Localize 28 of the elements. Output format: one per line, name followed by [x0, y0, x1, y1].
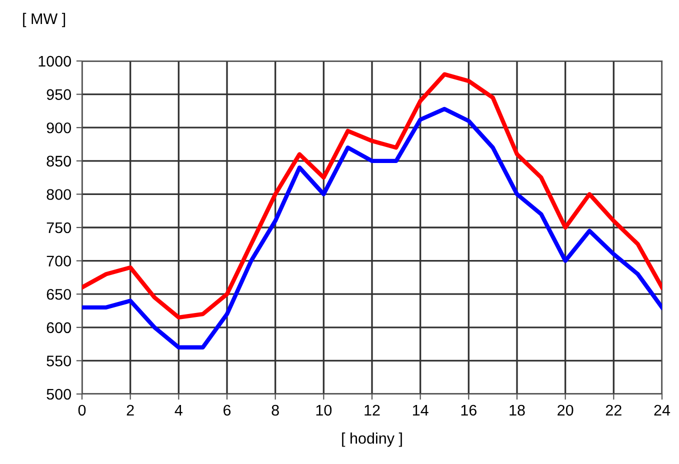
x-tick-label: 20: [558, 404, 574, 416]
y-tick-label: 550: [46, 356, 71, 366]
y-tick-label: 800: [46, 189, 71, 200]
y-tick-label: 700: [46, 256, 71, 266]
x-tick-label: 6: [224, 404, 231, 416]
y-tick-label: 750: [46, 222, 71, 234]
y-tick-label: 1000: [38, 56, 71, 67]
y-tick-label: 600: [46, 322, 71, 334]
x-axis-title: [ hodiny ]: [342, 432, 402, 447]
x-tick-label: 12: [364, 404, 380, 416]
y-tick-label: 900: [46, 122, 71, 134]
x-tick-label: 14: [413, 404, 428, 416]
y-axis-title: [ MW ]: [23, 12, 66, 28]
y-tick-label: 950: [46, 89, 71, 100]
x-tick-label: 0: [78, 404, 86, 416]
x-tick-label: 2: [126, 404, 134, 416]
y-tick-label: 850: [46, 156, 71, 167]
line-series: [82, 72, 662, 320]
x-tick-label: 22: [606, 404, 622, 416]
line-series: [82, 106, 662, 350]
x-tick-label: 18: [510, 404, 525, 416]
x-tick-label: 4: [174, 404, 182, 416]
y-tick-label: 500: [46, 388, 71, 400]
y-tick-label: 650: [46, 288, 71, 300]
x-tick-label: 16: [461, 404, 476, 416]
x-tick-label: 24: [654, 404, 670, 416]
x-tick-label: 8: [272, 404, 279, 416]
x-tick-label: 10: [316, 404, 332, 416]
